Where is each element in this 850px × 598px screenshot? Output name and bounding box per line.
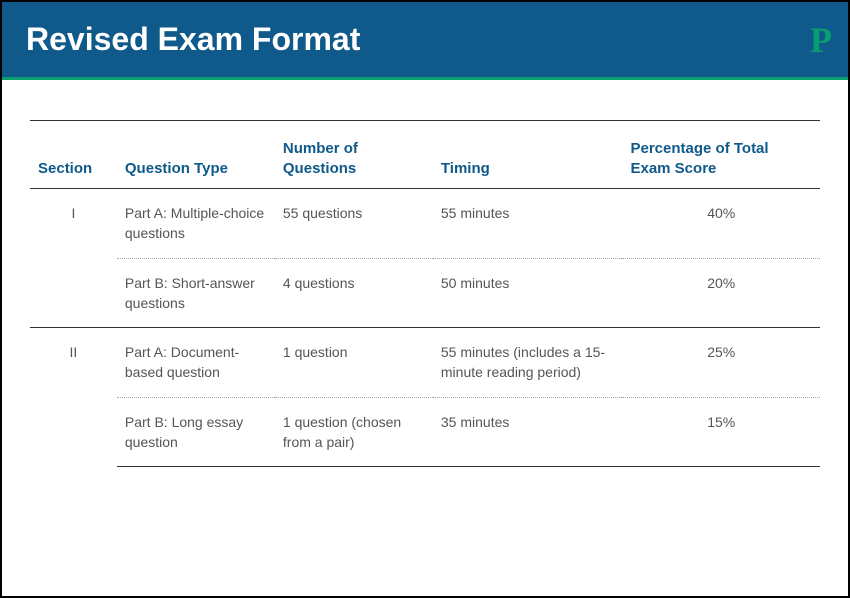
- section-label: II: [30, 328, 117, 467]
- cell-question-type: Part B: Long essay question: [117, 397, 275, 467]
- brand-logo: P: [810, 19, 832, 61]
- table-row: II Part A: Document-based question 1 que…: [30, 328, 820, 398]
- cell-percentage: 15%: [622, 397, 820, 467]
- cell-timing: 55 minutes: [433, 189, 623, 259]
- col-header-timing: Timing: [433, 121, 623, 189]
- section-label: I: [30, 189, 117, 328]
- table-row: Part B: Long essay question 1 question (…: [30, 397, 820, 467]
- table-row: I Part A: Multiple-choice questions 55 q…: [30, 189, 820, 259]
- cell-num-questions: 4 questions: [275, 258, 433, 328]
- cell-percentage: 40%: [622, 189, 820, 259]
- cell-question-type: Part B: Short-answer questions: [117, 258, 275, 328]
- cell-timing: 55 minutes (includes a 15-minute reading…: [433, 328, 623, 398]
- cell-question-type: Part A: Multiple-choice questions: [117, 189, 275, 259]
- table-row: Part B: Short-answer questions 4 questio…: [30, 258, 820, 328]
- exam-format-table: Section Question Type Number of Question…: [30, 120, 820, 467]
- col-header-num-questions: Number of Questions: [275, 121, 433, 189]
- cell-question-type: Part A: Document-based question: [117, 328, 275, 398]
- cell-num-questions: 1 question: [275, 328, 433, 398]
- cell-percentage: 20%: [622, 258, 820, 328]
- cell-num-questions: 1 question (chosen from a pair): [275, 397, 433, 467]
- col-header-question-type: Question Type: [117, 121, 275, 189]
- slide-header: Revised Exam Format P: [2, 2, 848, 80]
- col-header-percentage: Percentage of Total Exam Score: [622, 121, 820, 189]
- col-header-section: Section: [30, 121, 117, 189]
- slide-content: Section Question Type Number of Question…: [2, 80, 848, 487]
- slide-container: Revised Exam Format P Section Question T…: [0, 0, 850, 598]
- cell-timing: 35 minutes: [433, 397, 623, 467]
- table-header-row: Section Question Type Number of Question…: [30, 121, 820, 189]
- cell-num-questions: 55 questions: [275, 189, 433, 259]
- cell-percentage: 25%: [622, 328, 820, 398]
- cell-timing: 50 minutes: [433, 258, 623, 328]
- slide-title: Revised Exam Format: [26, 21, 360, 58]
